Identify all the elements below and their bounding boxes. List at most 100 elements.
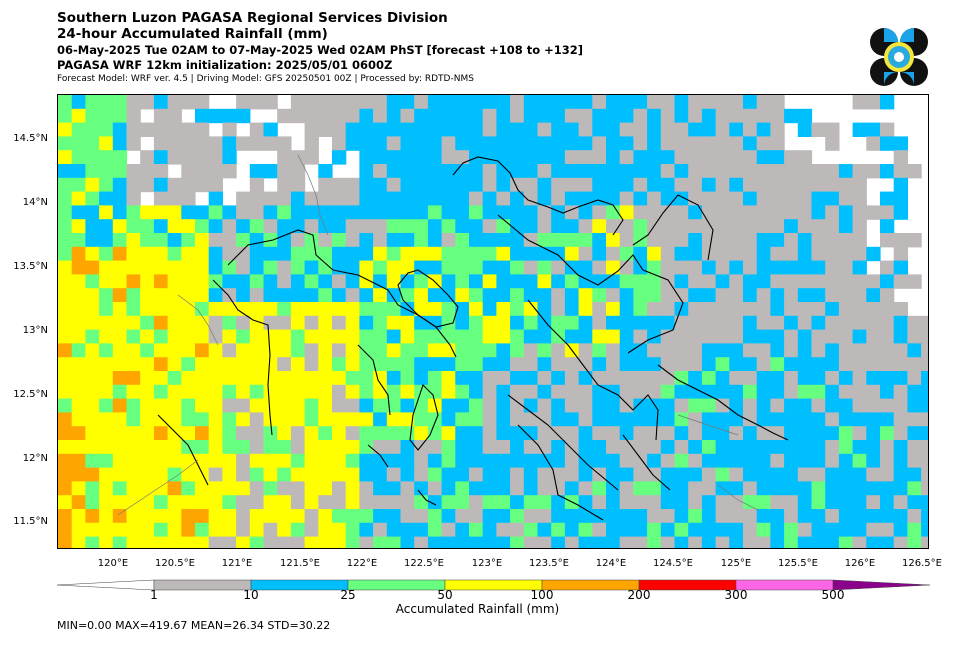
- rain-cell: [414, 412, 429, 427]
- rain-cell: [441, 440, 456, 455]
- rain-cell: [469, 177, 484, 193]
- rain-cell: [496, 150, 511, 165]
- rain-cell: [482, 522, 497, 538]
- rain-cell: [167, 481, 182, 496]
- rain-cell: [236, 453, 251, 469]
- rain-cell: [85, 191, 100, 206]
- rain-cell: [386, 260, 402, 275]
- rain-cell: [277, 329, 292, 344]
- rain-cell: [907, 412, 922, 427]
- rain-cell: [304, 246, 319, 262]
- rain-cell: [907, 509, 922, 524]
- rain-cell: [482, 315, 497, 331]
- rain-cell: [482, 260, 497, 275]
- rain-cell: [427, 177, 443, 193]
- rain-cell: [880, 122, 895, 137]
- rain-cell: [674, 412, 689, 427]
- rain-cell: [140, 398, 155, 413]
- rain-cell: [318, 522, 333, 538]
- rain-cell: [647, 440, 662, 455]
- rain-cell: [921, 481, 928, 496]
- rain-cell: [880, 509, 895, 524]
- rain-cell: [852, 329, 867, 344]
- rain-cell: [619, 343, 634, 358]
- rain-cell: [811, 467, 826, 482]
- rain-cell: [838, 274, 854, 289]
- rain-cell: [701, 205, 717, 220]
- rain-cell: [373, 150, 388, 165]
- rain-cell: [537, 509, 552, 524]
- rain-cell: [510, 426, 525, 441]
- rain-cell: [770, 191, 785, 206]
- rain-cell: [811, 536, 826, 548]
- rain-cell: [414, 288, 429, 303]
- rain-cell: [195, 95, 210, 110]
- rain-cell: [811, 453, 826, 469]
- rain-cell: [71, 343, 86, 358]
- rain-cell: [551, 357, 566, 372]
- rain-cell: [112, 426, 128, 441]
- rain-cell: [469, 536, 484, 548]
- rain-cell: [811, 440, 826, 455]
- rain-cell: [373, 108, 388, 124]
- colorbar-tick: 200: [627, 588, 651, 602]
- rain-cell: [852, 95, 867, 110]
- rain-cell: [414, 177, 429, 193]
- rain-cell: [469, 302, 484, 317]
- rain-cell: [373, 274, 388, 289]
- colorbar-segment: [541, 579, 640, 591]
- rain-cell: [290, 343, 306, 358]
- rain-cell: [797, 260, 813, 275]
- rain-cell: [510, 288, 525, 303]
- rain-cell: [784, 205, 799, 220]
- rain-cell: [359, 481, 374, 496]
- rain-cell: [880, 205, 895, 220]
- rain-cell: [756, 260, 771, 275]
- rain-cell: [674, 426, 689, 441]
- rain-cell: [797, 191, 813, 206]
- rain-cell: [263, 384, 278, 400]
- rain-cell: [688, 136, 703, 151]
- rain-cell: [880, 274, 895, 289]
- rain-cell: [427, 205, 443, 220]
- rain-cell: [441, 95, 456, 110]
- rain-cell: [222, 108, 237, 124]
- rain-cell: [153, 246, 169, 262]
- rain-cell: [633, 246, 648, 262]
- rain-cell: [140, 329, 155, 344]
- rain-cell: [153, 95, 169, 110]
- rain-cell: [318, 260, 333, 275]
- rain-cell: [592, 164, 607, 179]
- rain-cell: [647, 191, 662, 206]
- rain-cell: [112, 329, 128, 344]
- province-boundary: [677, 414, 739, 436]
- coastline: [367, 444, 389, 468]
- rain-cell: [880, 412, 895, 427]
- rain-cell: [112, 384, 128, 400]
- rain-cell: [85, 467, 100, 482]
- rain-cell: [496, 191, 511, 206]
- rain-cell: [633, 108, 648, 124]
- rain-cell: [236, 495, 251, 510]
- rain-cell: [318, 315, 333, 331]
- rain-cell: [523, 509, 539, 524]
- colorbar-tick: 10: [243, 588, 259, 602]
- rain-cell: [345, 522, 360, 538]
- rain-cell: [332, 371, 347, 386]
- rain-cell: [469, 495, 484, 510]
- rain-cell: [606, 426, 621, 441]
- rain-cell: [332, 233, 347, 248]
- rain-cell: [551, 509, 566, 524]
- rain-cell: [345, 274, 360, 289]
- rain-cell: [647, 384, 662, 400]
- rain-cell: [208, 440, 223, 455]
- rain-cell: [619, 274, 634, 289]
- rain-cell: [359, 357, 374, 372]
- rain-cell: [140, 205, 155, 220]
- rain-cell: [181, 302, 196, 317]
- rain-cell: [578, 288, 593, 303]
- rain-cell: [222, 233, 237, 248]
- rain-cell: [318, 426, 333, 441]
- rain-cell: [71, 467, 86, 482]
- rain-cell: [71, 219, 86, 234]
